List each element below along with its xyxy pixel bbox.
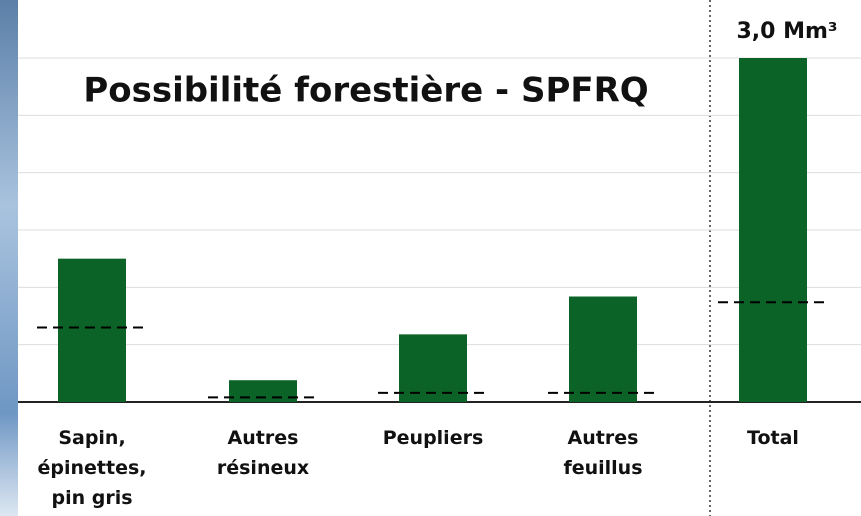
bar	[399, 334, 467, 402]
x-tick-label: Autres résineux	[217, 427, 309, 479]
x-tick-label: Autres feuillus	[563, 427, 642, 479]
bar	[569, 296, 637, 402]
bar	[58, 258, 126, 402]
x-tick-label: Total	[747, 427, 799, 449]
chart-title: Possibilité forestière - SPFRQ	[83, 71, 648, 111]
value-label: 3,0 Mm³	[736, 19, 837, 44]
bar	[739, 58, 807, 402]
side-image	[0, 0, 18, 516]
x-tick-label: Peupliers	[383, 427, 484, 449]
bar	[229, 380, 297, 402]
x-tick-label: Sapin, épinettes, pin gris	[38, 427, 147, 509]
